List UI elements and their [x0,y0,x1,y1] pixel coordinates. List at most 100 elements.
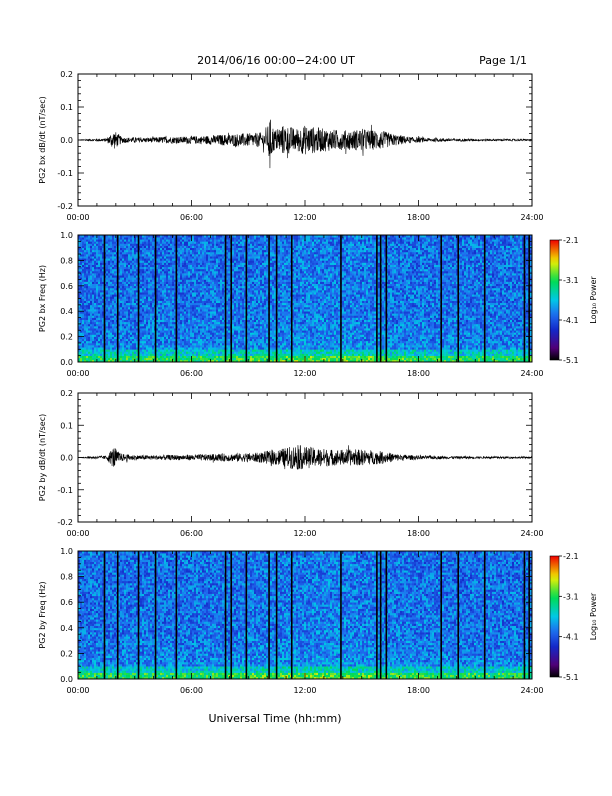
spectrogram-cell [214,260,216,262]
spectrogram-cell [108,341,110,343]
spectrogram-cell [146,241,148,243]
spectrogram-cell [88,250,90,252]
spectrogram-cell [220,318,222,320]
spectrogram-cell [100,254,102,256]
spectrogram-cell [124,324,126,326]
spectrogram-cell [222,269,224,271]
spectrogram-cell [148,345,150,347]
spectrogram-cell [112,273,114,275]
spectrogram-cell [162,354,164,356]
spectrogram-cell [232,330,234,332]
spectrogram-cell [114,250,116,252]
spectrogram-cell [238,354,240,356]
spectrogram-cell [178,309,180,311]
spectrogram-cell [214,269,216,271]
spectrogram-cell [146,265,148,267]
spectrogram-cell [112,243,114,245]
spectrogram-cell [122,318,124,320]
spectrogram-cell [200,354,202,356]
spectrogram-cell [132,252,134,254]
spectrogram-cell [236,354,238,356]
spectrogram-cell [152,307,154,309]
spectrogram-cell [128,239,130,241]
spectrogram-cell [198,256,200,258]
spectrogram-cell [94,354,96,356]
spectrogram-cell [90,294,92,296]
spectrogram-cell [218,265,220,267]
spectrogram-cell [162,286,164,288]
spectrogram-cell [170,263,172,265]
spectrogram-cell [206,243,208,245]
spectrogram-cell [112,265,114,267]
spectrogram-cell [150,309,152,311]
spectrogram-cell [170,305,172,307]
spectrogram-cell [208,282,210,284]
spectrogram-cell [214,288,216,290]
spectrogram-cell [122,246,124,248]
spectrogram-cell [184,269,186,271]
spectrogram-cell [238,307,240,309]
spectrogram-cell [128,265,130,267]
spectrogram-cell [184,294,186,296]
spectrogram-cell [210,243,212,245]
spectrogram-cell [188,294,190,296]
spectrogram-cell [86,343,88,345]
spectrogram-cell [232,305,234,307]
spectrogram-cell [194,275,196,277]
spectrogram-cell [234,288,236,290]
spectrogram-cell [130,315,132,317]
spectrogram-cell [238,246,240,248]
spectrogram-cell [88,339,90,341]
spectrogram-cell [160,349,162,351]
spectrogram-cell [214,246,216,248]
spectrogram-cell [190,328,192,330]
spectrogram-cell [114,246,116,248]
spectrogram-cell [208,303,210,305]
spectrogram-cell [132,290,134,292]
spectrogram-cell [238,358,240,360]
spectrogram-cell [232,326,234,328]
spectrogram-cell [96,337,98,339]
spectrogram-cell [130,263,132,265]
spectrogram-cell [194,339,196,341]
spectrogram-cell [120,322,122,324]
spectrogram-cell [128,326,130,328]
spectrogram-cell [214,237,216,239]
spectrogram-cell [142,313,144,315]
spectrogram-cell [232,324,234,326]
spectrogram-cell [110,305,112,307]
spectrogram-cell [86,248,88,250]
spectrogram-cell [238,324,240,326]
spectrogram-cell [130,256,132,258]
spectrogram-cell [144,248,146,250]
spectrogram-cell [184,258,186,260]
spectrogram-cell [98,313,100,315]
spectrogram-cell [216,301,218,303]
spectrogram-cell [108,250,110,252]
spectrogram-cell [126,279,128,281]
spectrogram-cell [186,294,188,296]
spectrogram-cell [162,330,164,332]
spectrogram-cell [166,320,168,322]
spectrogram-cell [158,292,160,294]
spectrogram-cell [130,345,132,347]
spectrogram-cell [94,239,96,241]
spectrogram-cell [128,318,130,320]
spectrogram-cell [210,315,212,317]
spectrogram-cell [168,341,170,343]
spectrogram-cell [142,252,144,254]
spectrogram-cell [146,239,148,241]
spectrogram-cell [144,246,146,248]
spectrogram-cell [142,322,144,324]
spectrogram-cell [214,258,216,260]
spectrogram-cell [206,322,208,324]
spectrogram-cell [134,254,136,256]
spectrogram-cell [182,284,184,286]
spectrogram-cell [210,345,212,347]
spectrogram-cell [134,339,136,341]
spectrogram-cell [228,343,230,345]
spectrogram-cell [106,322,108,324]
spectrogram-cell [202,320,204,322]
spectrogram-cell [106,349,108,351]
spectrogram-cell [130,320,132,322]
